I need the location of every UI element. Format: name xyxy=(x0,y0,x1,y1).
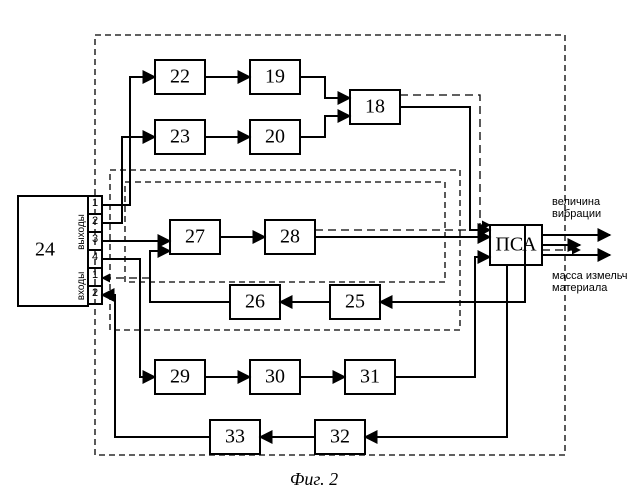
figure-caption: Фиг. 2 xyxy=(290,469,338,489)
out-label-top: величина xyxy=(552,196,601,208)
node-label-33: 33 xyxy=(225,426,245,448)
edge xyxy=(300,116,350,137)
edge xyxy=(365,265,507,437)
node-label-27: 27 xyxy=(185,226,205,248)
svg-text:2: 2 xyxy=(92,287,98,299)
node-label-26: 26 xyxy=(245,291,265,313)
node-label-19: 19 xyxy=(265,66,285,88)
edge xyxy=(300,77,350,98)
psa-label: ПСА xyxy=(495,234,537,256)
edge xyxy=(395,257,490,377)
node-label-23: 23 xyxy=(170,126,190,148)
svg-text:материала: материала xyxy=(552,282,608,294)
out-label-bot: масса измельченного xyxy=(552,270,628,282)
node-label-29: 29 xyxy=(170,366,190,388)
svg-text:3: 3 xyxy=(92,233,98,245)
svg-text:2: 2 xyxy=(92,215,98,227)
node-label-28: 28 xyxy=(280,226,300,248)
node-label-22: 22 xyxy=(170,66,190,88)
node-label-20: 20 xyxy=(265,126,285,148)
svg-text:1: 1 xyxy=(92,197,98,209)
node-label-31: 31 xyxy=(360,366,380,388)
svg-text:1: 1 xyxy=(92,269,98,281)
edge xyxy=(400,107,490,230)
node-label-18: 18 xyxy=(365,96,385,118)
svg-text:вибрации: вибрации xyxy=(552,208,601,220)
node-label-24: 24 xyxy=(35,239,55,261)
inputs-label: входы xyxy=(76,272,87,301)
svg-text:4: 4 xyxy=(92,251,98,263)
outputs-label: выходы xyxy=(76,214,87,250)
node-label-30: 30 xyxy=(265,366,285,388)
node-label-25: 25 xyxy=(345,291,365,313)
node-label-32: 32 xyxy=(330,426,350,448)
edge xyxy=(150,251,230,302)
